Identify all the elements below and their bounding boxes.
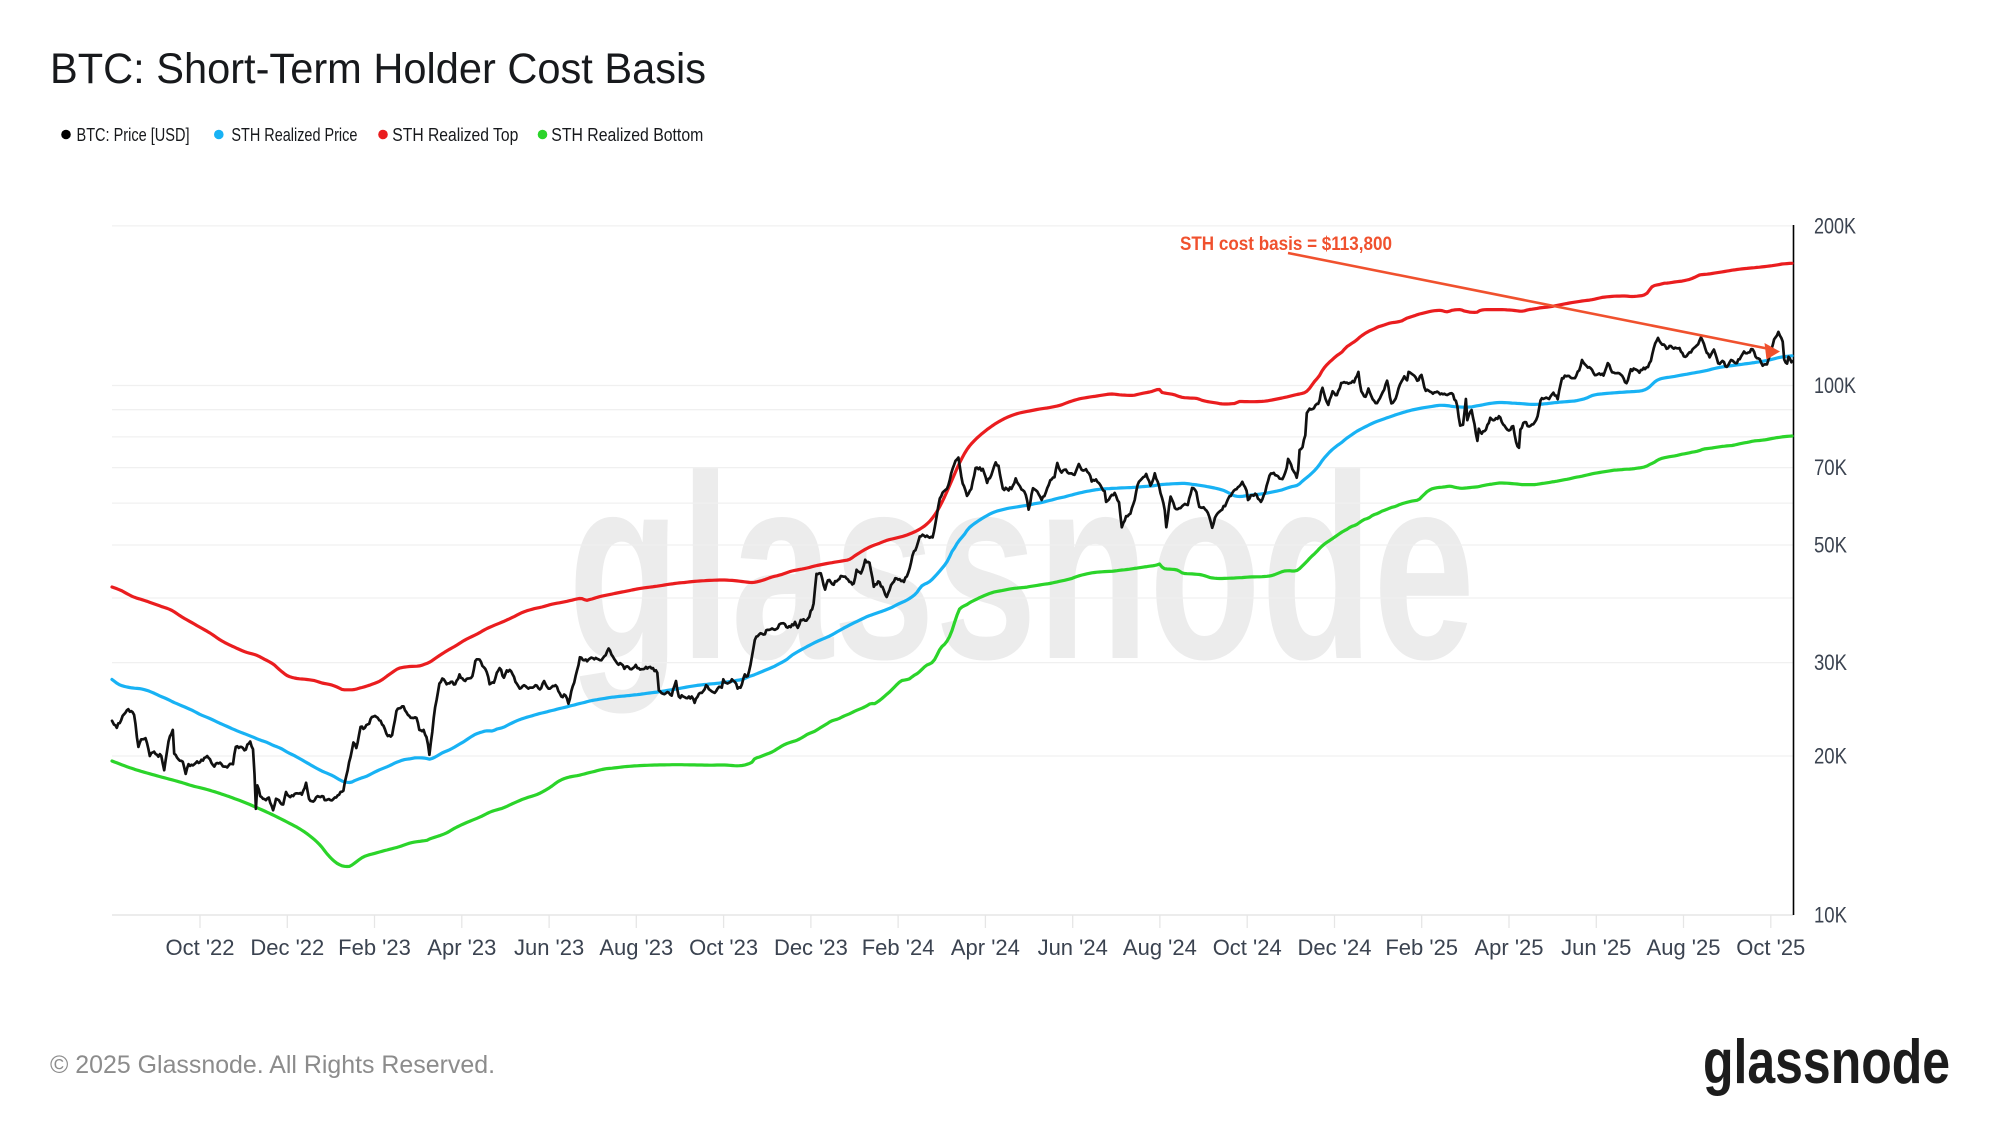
svg-text:STH Realized Top: STH Realized Top [392, 125, 518, 145]
svg-text:Oct '24: Oct '24 [1213, 935, 1282, 960]
svg-text:Apr '24: Apr '24 [951, 935, 1020, 960]
svg-text:Dec '23: Dec '23 [774, 935, 848, 960]
svg-text:BTC: Short-Term Holder Cost Ba: BTC: Short-Term Holder Cost Basis [50, 45, 706, 93]
svg-text:Feb '24: Feb '24 [862, 935, 935, 960]
svg-text:Apr '25: Apr '25 [1474, 935, 1543, 960]
svg-text:STH Realized Price: STH Realized Price [231, 125, 357, 145]
svg-text:10K: 10K [1814, 903, 1847, 928]
svg-text:BTC: Price [USD]: BTC: Price [USD] [77, 125, 190, 145]
svg-text:STH cost basis = $113,800: STH cost basis = $113,800 [1180, 234, 1392, 255]
svg-text:Aug '23: Aug '23 [599, 935, 673, 960]
svg-text:20K: 20K [1814, 744, 1847, 769]
svg-text:Oct '25: Oct '25 [1736, 935, 1805, 960]
svg-text:Jun '24: Jun '24 [1038, 935, 1108, 960]
svg-text:70K: 70K [1814, 455, 1847, 480]
svg-text:Oct '22: Oct '22 [165, 935, 234, 960]
svg-text:Dec '24: Dec '24 [1298, 935, 1372, 960]
svg-text:100K: 100K [1814, 373, 1856, 398]
svg-text:STH Realized Bottom: STH Realized Bottom [551, 125, 703, 145]
svg-text:Jun '25: Jun '25 [1561, 935, 1631, 960]
svg-text:Aug '24: Aug '24 [1123, 935, 1197, 960]
svg-text:glassnode: glassnode [1703, 1028, 1950, 1097]
svg-text:Oct '23: Oct '23 [689, 935, 758, 960]
svg-text:Jun '23: Jun '23 [514, 935, 584, 960]
svg-text:glassnode: glassnode [568, 421, 1475, 715]
svg-text:Apr '23: Apr '23 [427, 935, 496, 960]
svg-text:50K: 50K [1814, 533, 1847, 558]
svg-text:Dec '22: Dec '22 [250, 935, 324, 960]
svg-text:Aug '25: Aug '25 [1647, 935, 1721, 960]
svg-text:Feb '23: Feb '23 [338, 935, 411, 960]
svg-text:30K: 30K [1814, 650, 1847, 675]
svg-text:Feb '25: Feb '25 [1385, 935, 1458, 960]
svg-text:© 2025 Glassnode. All Rights R: © 2025 Glassnode. All Rights Reserved. [50, 1051, 495, 1079]
svg-text:200K: 200K [1814, 213, 1856, 238]
